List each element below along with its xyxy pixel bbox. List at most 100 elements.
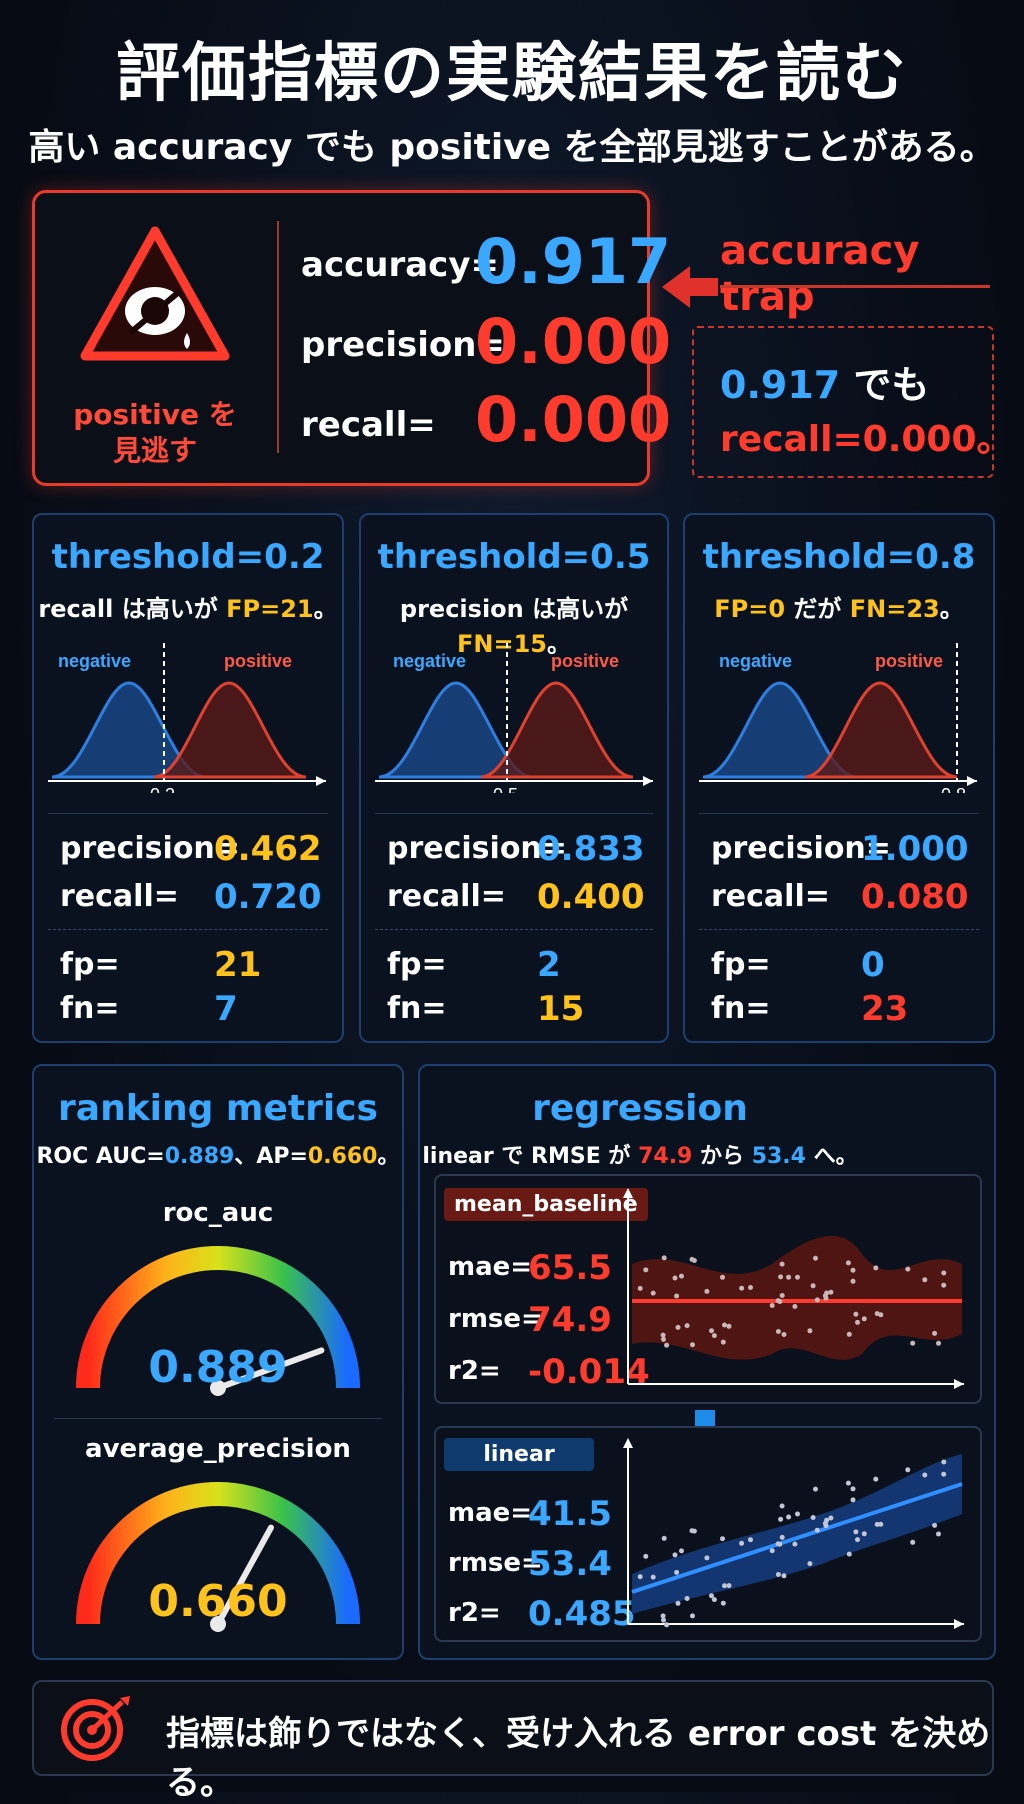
fp-label: fp=	[711, 947, 771, 982]
accuracy-value: 0.917	[475, 225, 672, 298]
ranking-panel: ranking metrics ROC AUC=0.889、AP=0.660。 …	[32, 1064, 404, 1660]
scatter-point	[810, 1515, 816, 1520]
scatter-point	[853, 1311, 859, 1317]
pos-label: positive	[551, 651, 619, 671]
scatter-point	[684, 1323, 690, 1329]
regression-subtitle: linear で RMSE が 74.9 から 53.4 へ。	[422, 1144, 858, 1169]
gauge-title: roc_auc	[162, 1198, 274, 1228]
scatter-point	[672, 1275, 678, 1281]
recall-value: 0.400	[537, 877, 645, 917]
scatter-point	[739, 1285, 745, 1291]
fp-value: 21	[214, 945, 262, 985]
scatter-point	[941, 1270, 947, 1276]
scatter-point	[810, 1283, 816, 1289]
recall-value: 0.080	[861, 877, 969, 917]
scatter-point	[828, 1515, 834, 1521]
threshold-title: threshold=0.2	[51, 537, 325, 577]
scatter-point	[650, 1574, 656, 1580]
scatter-point	[711, 1597, 717, 1603]
scatter-point	[874, 1521, 880, 1527]
scatter-point	[643, 1553, 649, 1559]
scatter-point	[664, 1622, 670, 1628]
trap-divider	[277, 221, 279, 453]
recall-label: recall=	[711, 879, 830, 914]
scatter-point	[661, 1617, 666, 1623]
scatter-point	[855, 1319, 860, 1325]
scatter-point	[932, 1330, 938, 1336]
scatter-point	[779, 1534, 785, 1540]
scatter-point	[850, 1486, 856, 1492]
scatter-point	[795, 1511, 800, 1517]
scatter-point	[941, 1459, 947, 1465]
distribution-plot: negative positive 0.5	[375, 643, 653, 793]
scatter-point	[664, 1342, 670, 1348]
threshold-subtitle: precision は高いが FN=15。	[399, 595, 629, 658]
scatter-point	[689, 1256, 695, 1262]
scatter-point	[814, 1297, 820, 1303]
rmse-label: rmse=	[448, 1548, 543, 1578]
precision-value: 0.462	[214, 829, 322, 869]
scatter-point	[922, 1277, 928, 1283]
pos-label: positive	[224, 651, 292, 671]
trap-icon-label-2: 見逃す	[112, 434, 197, 467]
threshold-title: threshold=0.5	[377, 537, 651, 577]
scatter-point	[813, 1255, 818, 1261]
linear-badge: linear	[444, 1438, 594, 1471]
scatter-point	[878, 1521, 884, 1527]
footer-text: 指標は飾りではなく、受け入れる error cost を決める。	[166, 1714, 991, 1803]
scatter-point	[846, 1551, 852, 1557]
scatter-point	[850, 1278, 856, 1284]
scatter-point	[873, 1476, 879, 1482]
footer-banner: 指標は飾りではなく、受け入れる error cost を決める。	[32, 1680, 994, 1803]
scatter-point	[910, 1539, 916, 1545]
scatter-point	[781, 1573, 787, 1579]
scatter-point	[850, 1497, 856, 1503]
scatter-point	[704, 1288, 710, 1294]
scatter-point	[779, 1293, 785, 1298]
divider	[54, 1418, 382, 1419]
scatter-point	[845, 1260, 851, 1266]
scatter-point	[769, 1548, 775, 1554]
threshold-panel-0.2: threshold=0.2 recall は高いが FP=21。 negativ…	[32, 513, 344, 1043]
fn-label: fn=	[60, 991, 120, 1026]
target-icon	[61, 1696, 130, 1761]
scatter-point	[905, 1266, 911, 1272]
average-precision-gauge	[76, 1482, 360, 1632]
gauge-value: 0.660	[148, 1576, 288, 1627]
recall-label: recall=	[301, 405, 436, 445]
scatter-point	[661, 1336, 666, 1342]
scatter-point	[726, 1583, 732, 1589]
scatter-point	[861, 1531, 867, 1537]
rmse-label: rmse=	[448, 1304, 543, 1334]
scatter-point	[792, 1541, 798, 1547]
precision-label: precision=	[301, 325, 505, 365]
callout-text: でも	[840, 363, 930, 407]
scatter-point	[922, 1472, 928, 1478]
scatter-point	[932, 1522, 938, 1528]
scatter-point	[814, 1527, 820, 1533]
fp-label: fp=	[387, 947, 447, 982]
divider	[375, 929, 653, 930]
accuracy-trap-card: positive を 見逃す accuracy= 0.917 precision…	[32, 190, 671, 486]
gauge-value: 0.889	[148, 1342, 288, 1393]
scatter-point	[828, 1289, 834, 1295]
scatter-point	[709, 1328, 714, 1334]
r2-value: 0.485	[528, 1594, 636, 1634]
fp-value: 0	[861, 945, 885, 985]
precision-value: 0.833	[537, 829, 645, 869]
scatter-point	[775, 1541, 781, 1547]
mae-label: mae=	[448, 1252, 533, 1282]
scatter-point	[936, 1531, 941, 1537]
scatter-point	[637, 1574, 643, 1580]
regression-panel: regression linear で RMSE が 74.9 から 53.4 …	[418, 1064, 996, 1660]
threshold-panel-0.5: threshold=0.5 precision は高いが FN=15。 nega…	[359, 513, 669, 1043]
scatter-point	[861, 1316, 867, 1322]
arrow-left-icon	[662, 266, 718, 308]
scatter-point	[769, 1303, 775, 1308]
threshold-subtitle: FP=0 だが FN=23。	[714, 595, 964, 623]
distribution-plot: negative positive 0.8	[699, 643, 977, 793]
mae-value: 41.5	[528, 1494, 612, 1534]
scatter-point	[661, 1535, 667, 1541]
threshold-subtitle: recall は高いが FP=21。	[38, 595, 338, 623]
scatter-point	[689, 1528, 695, 1534]
